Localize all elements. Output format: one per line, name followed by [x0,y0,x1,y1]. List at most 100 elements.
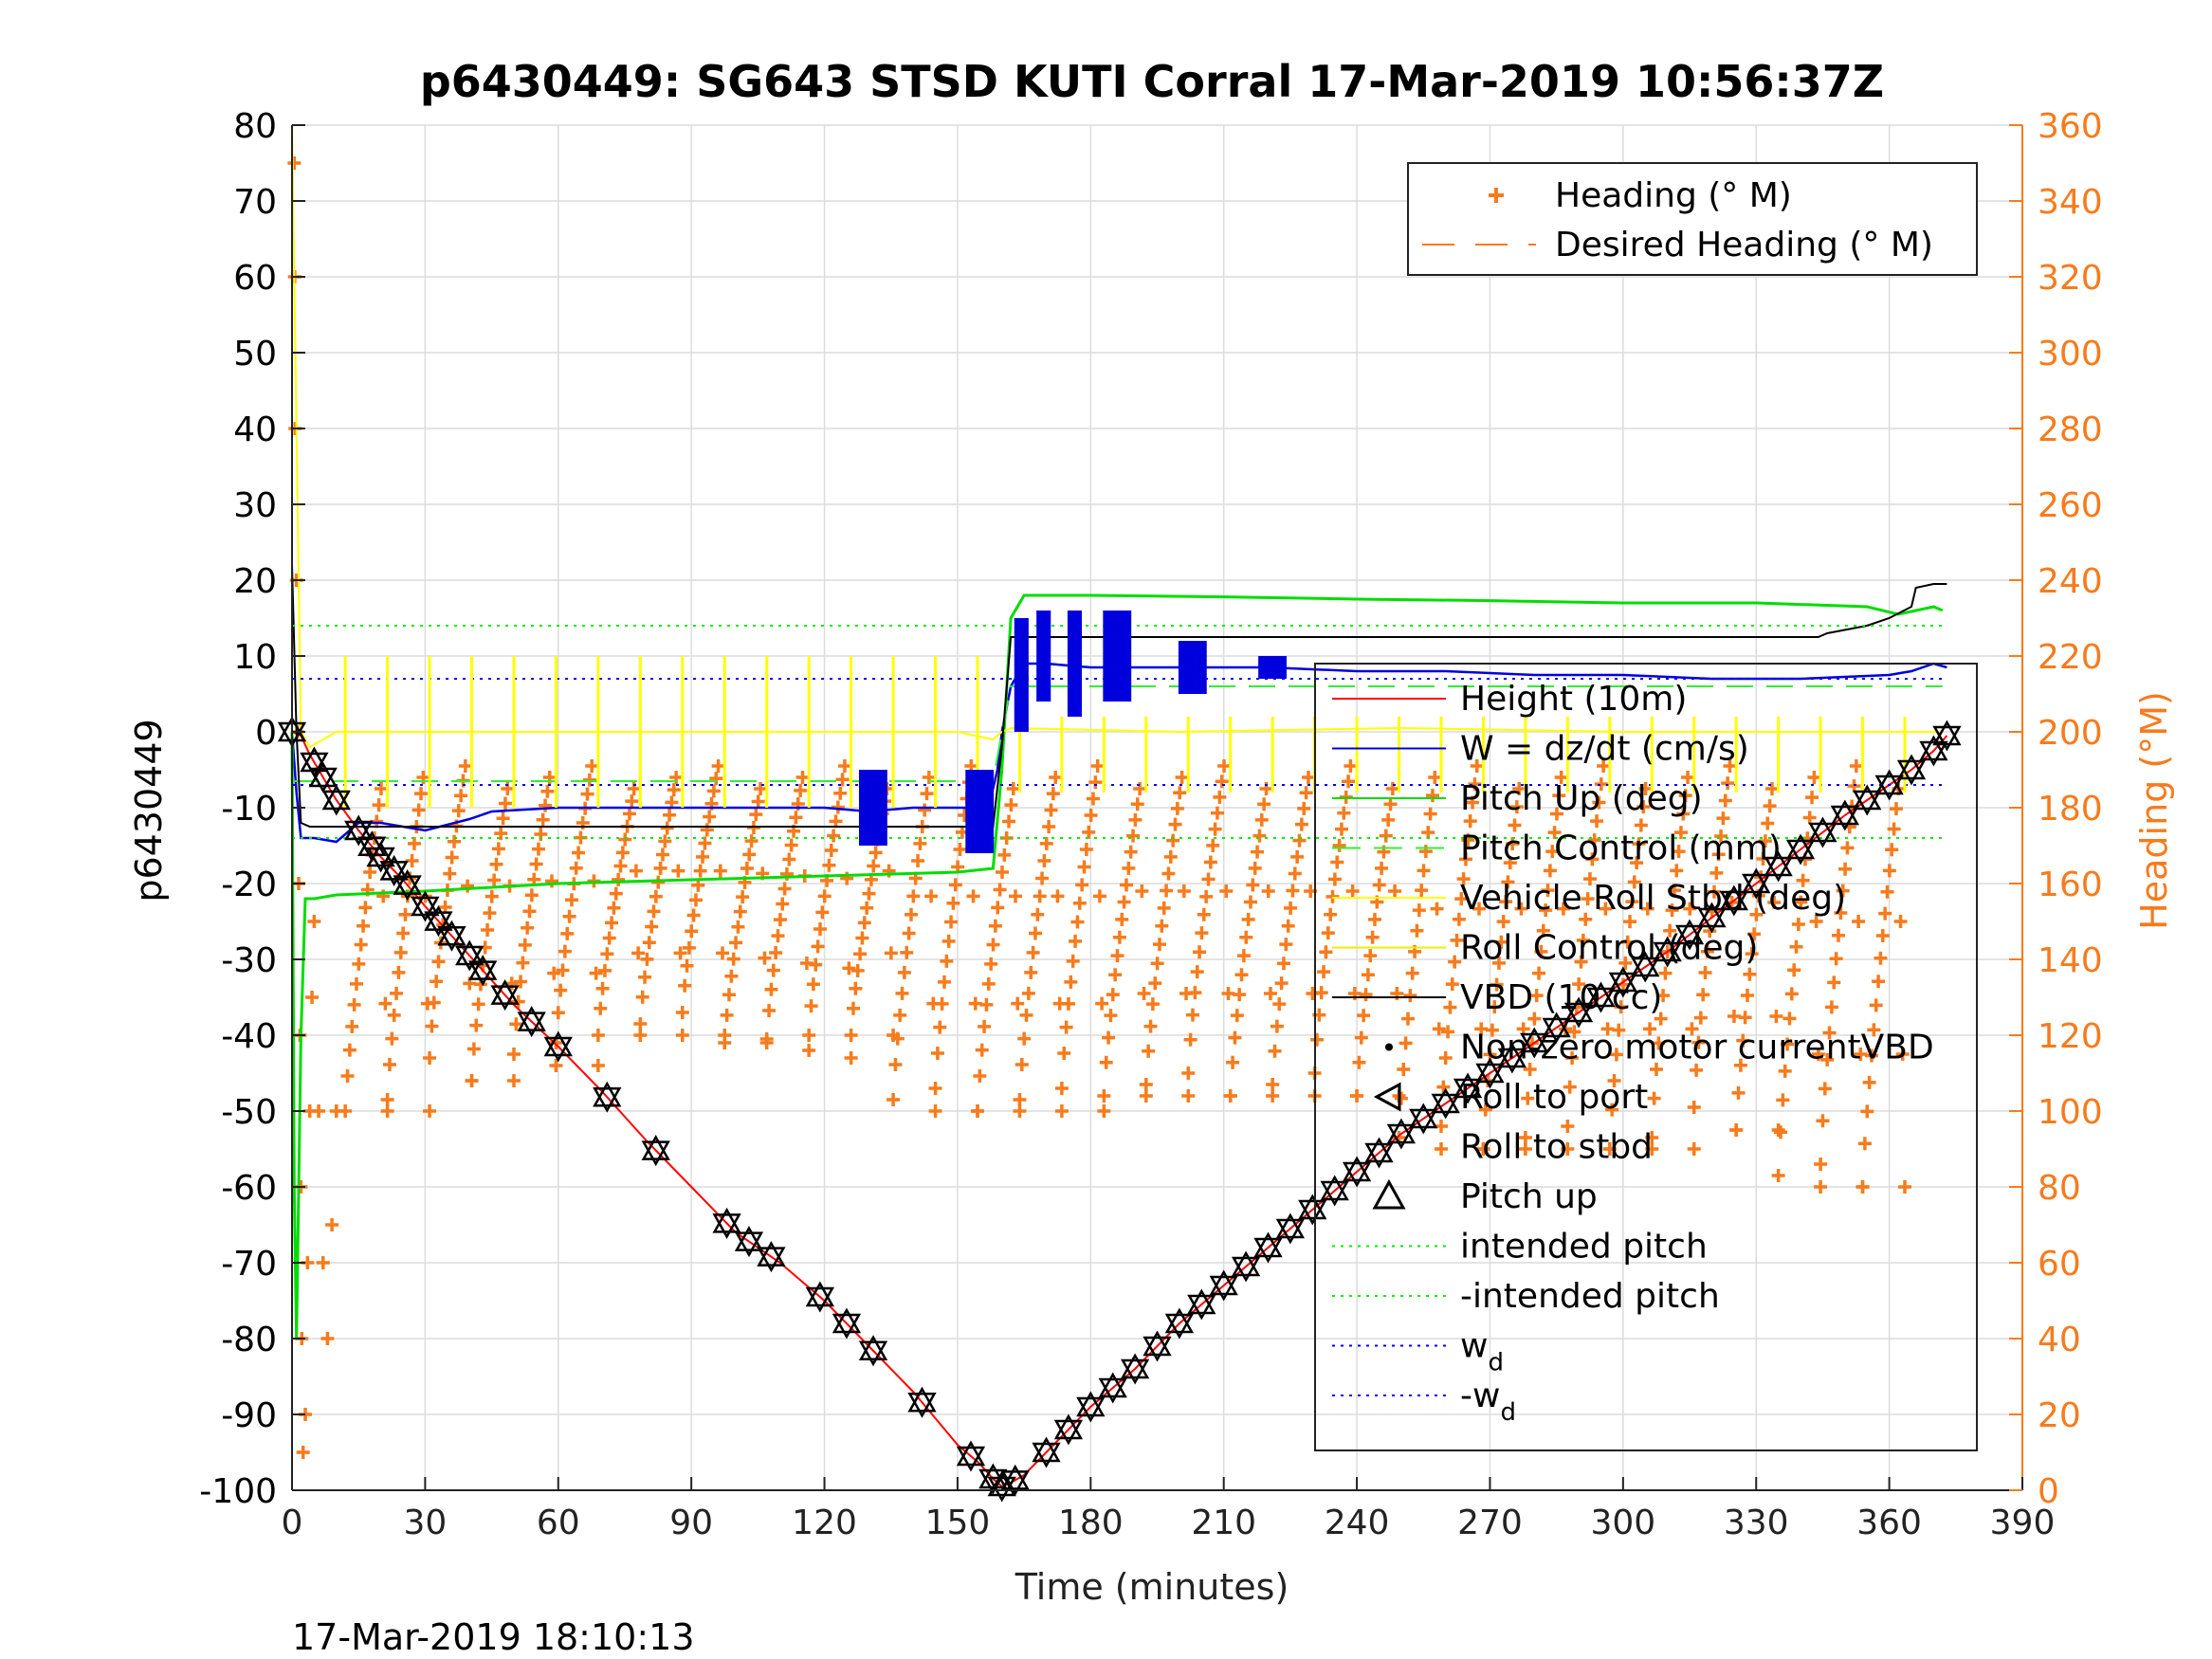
heading-point [411,803,426,817]
legend-label: Pitch Control (mm) [1460,830,1782,868]
heading-point [1188,986,1202,1000]
heading-point [1640,902,1654,916]
heading-point [890,1031,905,1046]
heading-point [1195,926,1209,940]
y-tick-label-right: 320 [2038,259,2103,298]
heading-point [642,936,656,950]
heading-point [296,1446,310,1459]
heading-point [423,1104,437,1118]
pitch-up-marker [393,869,422,895]
heading-point [806,977,820,992]
heading-point [1363,949,1378,963]
heading-point [1069,934,1083,948]
pitch-up-marker-inverted [1697,907,1727,934]
heading-point [547,966,561,980]
heading-point [393,945,408,959]
heading-point [589,966,603,980]
heading-point [1672,845,1686,859]
legend-label: Non-zero motor currentVBD [1460,1029,1934,1067]
heading-point [754,782,768,795]
heading-point [531,842,545,856]
pitch-up-marker-inverted [393,875,422,902]
heading-point [1441,1025,1455,1039]
heading-point [1066,954,1080,968]
heading-point [1143,1019,1158,1033]
pitch-up-marker [1674,919,1705,945]
heading-point [1095,996,1109,1011]
heading-point [1678,789,1692,803]
legend-label: Roll to stbd [1460,1128,1653,1167]
axes: 0 30 60 90 120 150 180 210 240 270 300 330 360 390-10… [199,107,2102,1542]
heading-point [1582,872,1597,886]
heading-point [1330,855,1344,869]
heading-point [978,1019,992,1033]
heading-point [1490,977,1504,992]
heading-point [1155,919,1169,933]
heading-point [1478,1103,1492,1117]
heading-point [1082,825,1096,839]
pitch-up-marker [1386,1118,1417,1144]
heading-point [1491,956,1506,970]
heading-point [1820,1052,1835,1066]
y-tick-label-right: 240 [2038,562,2103,601]
pitch-up-marker [1697,902,1727,928]
heading-point [1279,938,1293,952]
heading-point [1807,771,1821,784]
heading-point [1299,786,1313,800]
pitch-up-marker-inverted [1386,1123,1417,1150]
heading-point [1403,989,1417,1003]
heading-point [560,926,575,940]
pitch-up-marker-inverted [1896,759,1927,786]
heading-point [1345,884,1360,898]
heading-point [1767,896,1782,909]
pitch-up-marker [1453,1072,1483,1099]
heading-point [716,946,730,960]
series-vbd-10-cc [291,564,1947,828]
heading-point [1749,907,1764,921]
heading-point [1529,989,1544,1003]
heading-point [618,832,632,847]
heading-point [1161,866,1176,881]
pitch-up-marker [321,784,351,811]
y-tick-label-right: 120 [2038,1017,2103,1056]
heading-point [1263,987,1277,1000]
y-tick-label-right: 140 [2038,941,2103,980]
heading-point [1690,1063,1704,1077]
heading-point [594,1001,608,1015]
heading-point [1607,1074,1621,1087]
heading-point [726,952,740,966]
heading-point [1061,996,1075,1011]
heading-point [711,759,725,773]
heading-point [1183,1032,1197,1047]
heading-point [853,947,868,961]
pitch-up-marker [1231,1250,1261,1277]
heading-point [1248,861,1262,875]
heading-point [536,812,550,827]
heading-point [1208,822,1222,836]
heading-point [979,997,994,1012]
pitch-up-marker [1053,1413,1084,1440]
heading-point [569,861,583,875]
heading-point [1410,923,1424,938]
heading-point [1796,873,1810,887]
heading-point [1281,919,1295,933]
pitch-up-marker-inverted [1608,972,1637,998]
heading-point [688,893,703,907]
heading-point [764,982,778,996]
heading-point [1452,912,1466,926]
pitch-up-marker-inverted [1164,1313,1195,1340]
heading-point [1268,1044,1282,1058]
heading-point [1683,902,1697,916]
x-tick-label: 300 [1590,1504,1655,1542]
pitch-up-marker-inverted [1120,1358,1150,1385]
pitch-up-marker-inverted [832,1313,862,1340]
pitch-up-marker-inverted [1431,1093,1460,1120]
x-tick-label: 90 [669,1504,713,1542]
heading-point [1673,826,1688,840]
heading-point [540,784,555,798]
pitch-up-marker-inverted [1231,1256,1261,1283]
heading-point [1286,884,1300,898]
heading-point [1042,820,1056,834]
heading-point [1070,915,1085,929]
pitch-up-marker [734,1226,764,1251]
